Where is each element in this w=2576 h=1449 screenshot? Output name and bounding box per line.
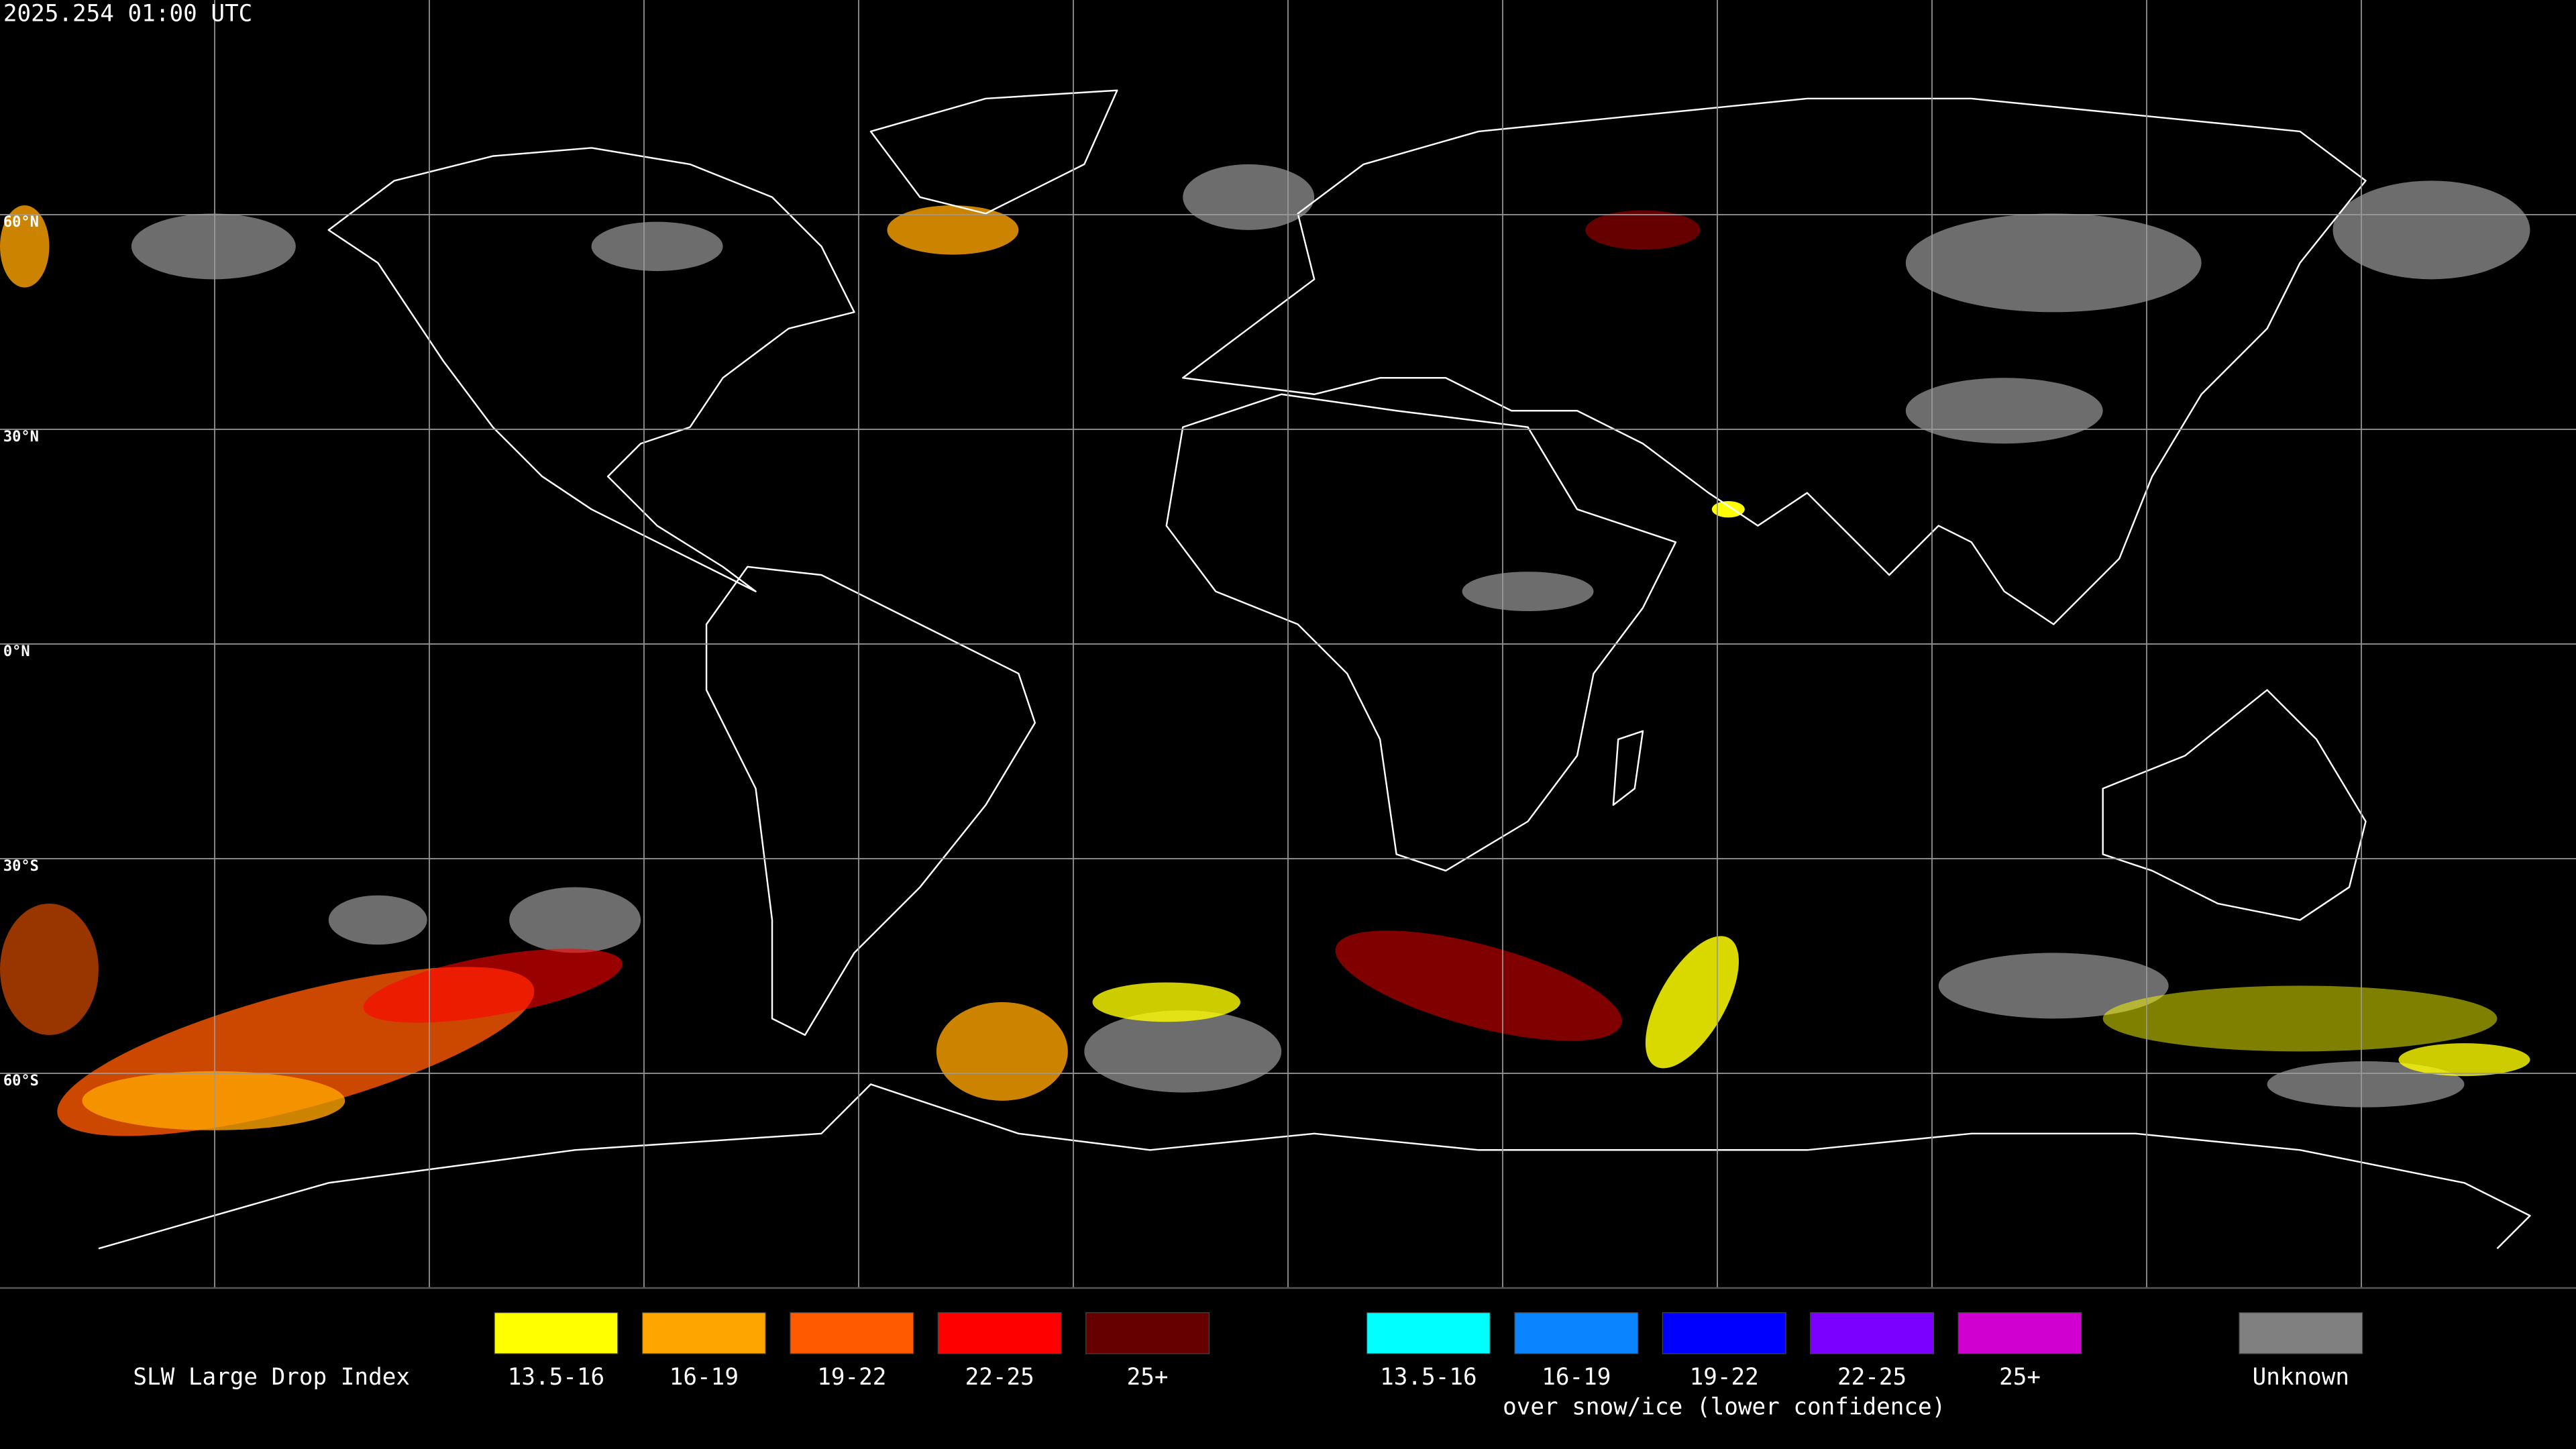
cloud-fields xyxy=(0,164,2530,1136)
legend-label: 22-25 xyxy=(965,1364,1034,1391)
legend: 13.5-16 16-19 19-22 22-25 25+ 13.5-16 16-19 19-… xyxy=(494,1312,2363,1420)
legend-swatch xyxy=(641,1312,766,1354)
timestamp: 2025.254 01:00 UTC xyxy=(3,1,252,28)
antarctica xyxy=(98,1083,2531,1250)
legend-label: 19-22 xyxy=(1690,1364,1759,1391)
legend-swatch xyxy=(1514,1312,1639,1354)
legend-label: 25+ xyxy=(1127,1364,1169,1391)
latitude-labels: 60°N 30°N 0°N 30°S 60°S xyxy=(3,214,39,1089)
legend-swatch xyxy=(790,1312,914,1354)
legend-label: 13.5-16 xyxy=(508,1364,604,1391)
coastlines xyxy=(98,89,2531,1250)
legend-label: 25+ xyxy=(1999,1364,2041,1391)
legend-swatch xyxy=(494,1312,619,1354)
unknown-areas xyxy=(131,164,2530,1108)
latitude-label: 60°S xyxy=(3,1073,39,1089)
africa xyxy=(1165,393,1677,872)
graticule xyxy=(0,0,2576,1288)
north-america xyxy=(327,147,855,592)
latitude-label: 60°N xyxy=(3,214,39,231)
legend-label: 19-22 xyxy=(817,1364,886,1391)
legend-panel xyxy=(0,1288,2576,1449)
south-america xyxy=(705,566,1036,1036)
australia xyxy=(2102,689,2367,921)
legend-label: Unknown xyxy=(2253,1364,2349,1391)
latitude-label: 0°N xyxy=(3,643,30,660)
legend-swatch xyxy=(1810,1312,1935,1354)
madagascar xyxy=(1612,730,1644,806)
legend-swatch xyxy=(1366,1312,1491,1354)
legend-label: 16-19 xyxy=(669,1364,739,1391)
latitude-label: 30°S xyxy=(3,858,39,875)
eurasia xyxy=(1182,97,2367,625)
greenland xyxy=(869,89,1118,215)
large-drop-areas xyxy=(0,205,2530,1136)
legend-swatch xyxy=(937,1312,1062,1354)
legend-swatch xyxy=(1085,1312,1210,1354)
legend-label: 13.5-16 xyxy=(1380,1364,1477,1391)
legend-swatch xyxy=(1957,1312,2082,1354)
legend-label: 16-19 xyxy=(1542,1364,1611,1391)
legend-title: SLW Large Drop Index xyxy=(133,1364,410,1391)
latitude-label: 30°N xyxy=(3,429,39,445)
legend-caption: over snow/ice (lower confidence) xyxy=(1503,1393,1945,1420)
legend-swatch xyxy=(1662,1312,1786,1354)
legend-label: 22-25 xyxy=(1837,1364,1907,1391)
legend-swatch xyxy=(2239,1312,2363,1354)
